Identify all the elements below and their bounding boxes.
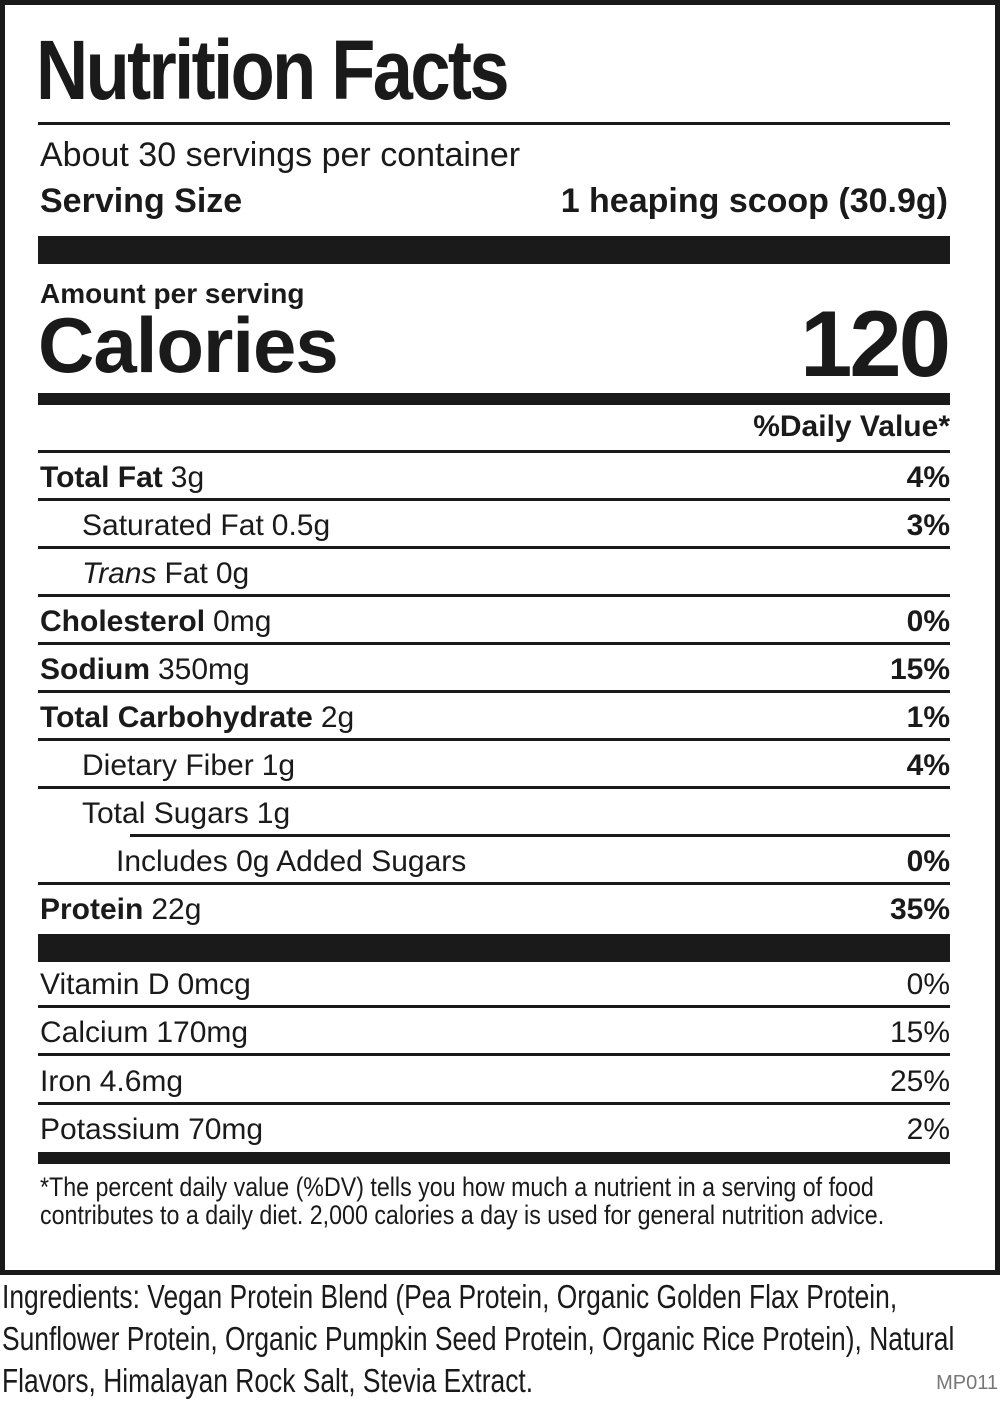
vitamin-dv: 2% xyxy=(906,1113,950,1146)
nutrient-row: Total Fat 3g 4% xyxy=(38,453,950,501)
nutrient-dv: 35% xyxy=(889,893,950,926)
ingredients: Sunflower Protein, Organic Pumpkin Seed … xyxy=(2,1320,955,1357)
servings: About 30 servings per container xyxy=(40,136,521,174)
nutrient-dv: 4% xyxy=(906,749,950,782)
footnote: contributes to a daily diet. 2,000 calor… xyxy=(40,1200,885,1230)
vitamin-dv: 0% xyxy=(906,968,950,1001)
amount-per-serving: Amount per serving xyxy=(40,278,305,309)
nutrient-row: Sodium 350mg 15% xyxy=(38,645,950,693)
nutrient-name: Total Sugars xyxy=(82,797,249,830)
vitamin-amount: 0mcg xyxy=(177,968,251,1001)
nutrient-name: Total Carbohydrate xyxy=(40,701,313,734)
calories-label: Calories xyxy=(38,301,339,389)
nutrient-amount: 350mg xyxy=(158,653,250,686)
vitamin-amount: 70mg xyxy=(188,1113,264,1146)
vitamin-dv: 25% xyxy=(889,1065,950,1098)
vitamin-amount: 4.6mg xyxy=(99,1065,184,1098)
vitamin-name: Potassium xyxy=(40,1113,181,1146)
footnote: *The percent daily value (%DV) tells you… xyxy=(40,1172,874,1202)
nutrient-amount: 0g xyxy=(215,557,250,590)
vitamin-name: Vitamin D xyxy=(40,968,170,1001)
nutrient-name: Cholesterol xyxy=(40,605,206,638)
nutrient-amount: 2g xyxy=(320,701,355,734)
nutrient-row: Saturated Fat 0.5g 3% xyxy=(38,501,950,549)
nutrient-dv: 3% xyxy=(906,509,950,542)
nutrient-row: Protein 22g 35% xyxy=(38,885,950,930)
vitamin-row: Iron 4.6mg 25% xyxy=(38,1057,950,1105)
medium-rule xyxy=(38,1152,950,1164)
nutrient-dv: 1% xyxy=(906,701,950,734)
vitamin-name: Calcium xyxy=(40,1016,149,1049)
serving-size-label: Serving Size xyxy=(40,182,243,220)
nutrient-dv: 4% xyxy=(906,461,950,494)
nutrient-row: Dietary Fiber 1g 4% xyxy=(38,741,950,789)
ingredients: Flavors, Himalayan Rock Salt, Stevia Ext… xyxy=(2,1362,534,1399)
rule xyxy=(38,122,950,125)
nutrient-amount: 3g xyxy=(170,461,205,494)
vitamin-dv: 15% xyxy=(889,1016,950,1049)
nutrient-name-italic: Trans xyxy=(82,557,157,590)
nutrient-row: Total Sugars 1g xyxy=(38,789,950,834)
nutrient-row: Cholesterol 0mg 0% xyxy=(38,597,950,645)
thick-rule xyxy=(38,934,950,962)
nutrient-amount: 0.5g xyxy=(271,509,331,542)
nutrient-amount: 0mg xyxy=(213,605,272,638)
nutrient-row: Trans Fat 0g xyxy=(38,549,950,597)
nutrient-dv: 15% xyxy=(889,653,950,686)
nutrient-amount: 22g xyxy=(151,893,202,926)
vitamin-name: Iron xyxy=(40,1065,92,1098)
nutrient-name: Includes 0g Added Sugars xyxy=(116,845,467,878)
vitamin-row: Potassium 70mg 2% xyxy=(38,1105,950,1150)
nutrient-name: Protein xyxy=(40,893,144,926)
nutrient-dv: 0% xyxy=(906,605,950,638)
title: Nutrition Facts xyxy=(36,23,510,117)
serving-size-value: 1 heaping scoop (30.9g) xyxy=(560,182,948,220)
product-code: MP011 xyxy=(936,1372,998,1394)
vitamin-amount: 170mg xyxy=(156,1016,249,1049)
nutrient-row: Includes 0g Added Sugars 0% xyxy=(38,837,950,885)
rule xyxy=(38,450,950,453)
nutrient-row: Total Carbohydrate 2g 1% xyxy=(38,693,950,741)
calories-value: 120 xyxy=(800,291,951,396)
rule xyxy=(130,834,950,837)
vitamin-row: Vitamin D 0mcg 0% xyxy=(38,960,950,1008)
thick-rule xyxy=(38,236,950,264)
nutrient-name: Fat xyxy=(164,557,208,590)
label-border xyxy=(0,0,1000,1275)
nutrient-name: Saturated Fat xyxy=(82,509,264,542)
nutrient-name: Dietary Fiber xyxy=(82,749,254,782)
medium-rule xyxy=(38,393,950,405)
daily-value-header: %Daily Value* xyxy=(753,410,950,443)
nutrient-amount: 1g xyxy=(261,749,296,782)
vitamin-row: Calcium 170mg 15% xyxy=(38,1008,950,1056)
nutrient-dv: 0% xyxy=(906,845,950,878)
nutrient-name: Total Fat xyxy=(40,461,163,494)
ingredients: Ingredients: Vegan Protein Blend (Pea Pr… xyxy=(2,1278,898,1315)
nutrient-amount: 1g xyxy=(256,797,291,830)
nutrient-name: Sodium xyxy=(40,653,150,686)
